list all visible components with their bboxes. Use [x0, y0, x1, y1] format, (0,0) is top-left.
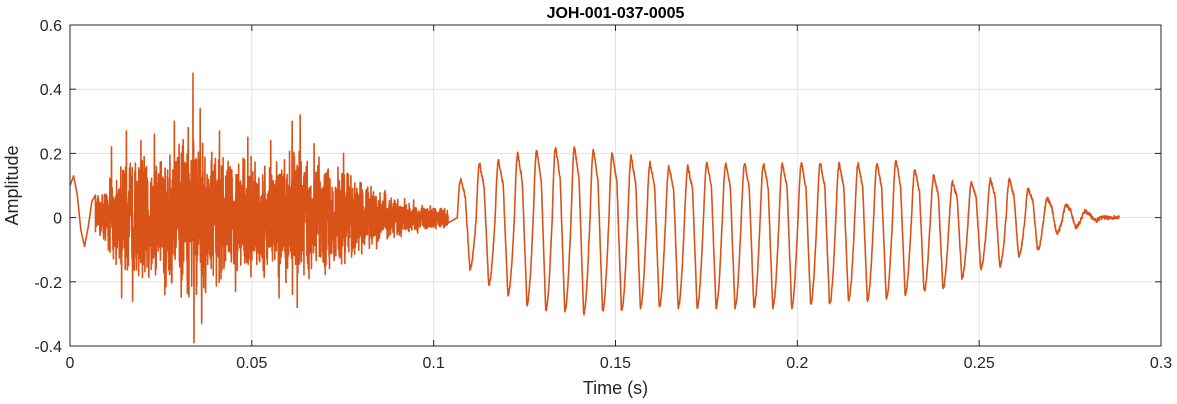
x-tick-label: 0.3: [1150, 355, 1172, 372]
x-tick-label: 0.05: [236, 355, 267, 372]
ticks: 0 0.05 0.1 0.15 0.2 0.25 0.3 -0.4 -0.2 0 0.2 0.4 0.6: [34, 18, 1172, 372]
x-tick-label: 0.25: [964, 355, 995, 372]
x-tick-label: 0.2: [786, 355, 808, 372]
y-tick-label: 0.6: [40, 18, 62, 35]
y-axis-label: Amplitude: [2, 145, 22, 225]
y-tick-label: 0.2: [40, 146, 62, 163]
y-tick-label: -0.4: [34, 339, 62, 356]
x-tick-label: 0: [66, 355, 75, 372]
x-tick-label: 0.1: [423, 355, 445, 372]
x-axis-label: Time (s): [583, 378, 648, 398]
y-tick-label: -0.2: [34, 275, 62, 292]
grid: [70, 25, 1161, 346]
waveform-line: [69, 72, 1121, 344]
y-tick-label: 0.4: [40, 82, 62, 99]
y-tick-label: 0: [53, 211, 62, 228]
x-tick-label: 0.15: [600, 355, 631, 372]
series-group: [69, 72, 1121, 344]
chart-title: JOH-001-037-0005: [547, 5, 685, 22]
